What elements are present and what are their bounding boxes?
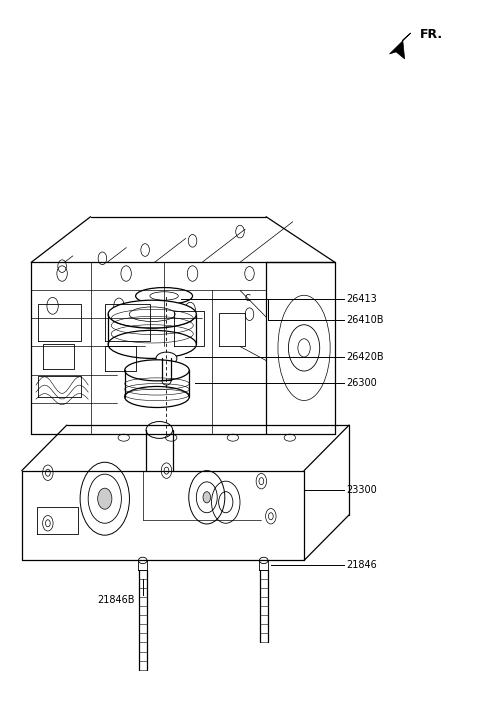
Ellipse shape — [146, 421, 173, 438]
Text: 26413: 26413 — [347, 294, 377, 304]
Ellipse shape — [125, 387, 189, 407]
Text: 26410B: 26410B — [347, 315, 384, 325]
Ellipse shape — [150, 292, 179, 300]
Text: C: C — [244, 294, 250, 303]
Ellipse shape — [108, 300, 196, 328]
Polygon shape — [389, 33, 411, 59]
Ellipse shape — [162, 375, 171, 385]
Text: 26420B: 26420B — [347, 352, 384, 362]
Text: 21846B: 21846B — [97, 595, 135, 605]
Ellipse shape — [125, 360, 189, 381]
Ellipse shape — [136, 288, 192, 305]
Ellipse shape — [108, 330, 196, 358]
Ellipse shape — [129, 307, 175, 322]
Text: 26300: 26300 — [347, 378, 377, 388]
Circle shape — [298, 339, 310, 357]
Ellipse shape — [260, 557, 268, 563]
Circle shape — [203, 491, 211, 503]
Ellipse shape — [156, 352, 177, 365]
Text: 21846: 21846 — [347, 561, 377, 571]
Ellipse shape — [138, 557, 147, 563]
Circle shape — [97, 488, 112, 509]
Text: FR.: FR. — [420, 28, 444, 41]
Text: 23300: 23300 — [347, 485, 377, 496]
